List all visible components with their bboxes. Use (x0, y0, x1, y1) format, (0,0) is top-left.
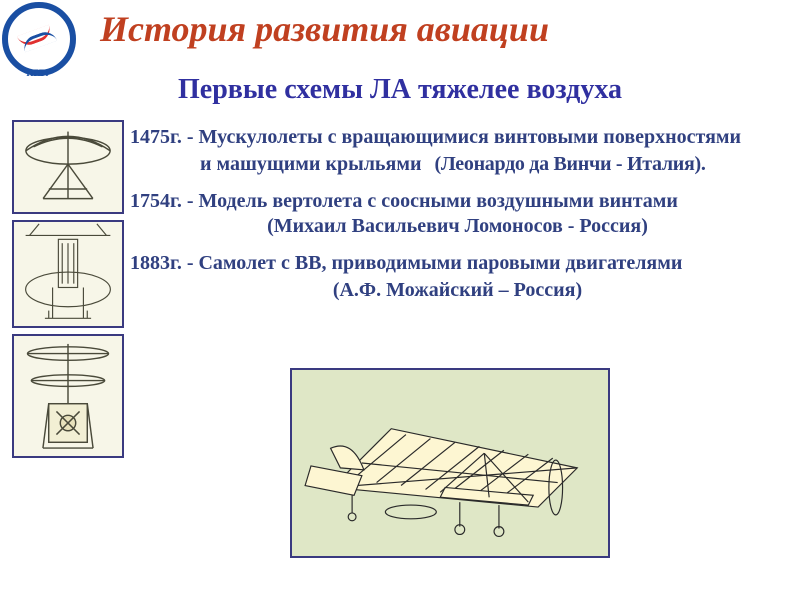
thumbnail-davinci-ornithopter (12, 220, 124, 328)
page-title: История развития авиации (100, 8, 549, 50)
entry-3-line-a: 1883г. - Самолет с ВВ, приводимыми паров… (130, 252, 785, 275)
entry-1-author: (Леонардо да Винчи - Италия). (434, 153, 705, 175)
page-subtitle: Первые схемы ЛА тяжелее воздуха (0, 74, 800, 106)
illustration-mozhaisky-plane (290, 368, 610, 558)
entry-3-author: (А.Ф. Можайский – Россия) (130, 279, 785, 302)
content-block: 1475г. - Мускулолеты с вращающимися винт… (130, 120, 785, 302)
entry-2-line-a: 1754г. - Модель вертолета с соосными воз… (130, 190, 785, 213)
entry-1-text-b: и машущими крыльями (200, 153, 421, 175)
thumbnail-davinci-screw (12, 120, 124, 214)
thumbnail-lomonosov-helicopter (12, 334, 124, 458)
slide: ПГТУ История развития авиации Первые схе… (0, 0, 800, 600)
entry-1-line-b: и машущими крыльями (Леонардо да Винчи -… (200, 153, 785, 176)
university-logo: ПГТУ (2, 2, 76, 76)
entry-1-line-a: 1475г. - Мускулолеты с вращающимися винт… (130, 126, 785, 149)
entry-2-author: (Михаил Васильевич Ломоносов - Россия) (130, 215, 785, 238)
